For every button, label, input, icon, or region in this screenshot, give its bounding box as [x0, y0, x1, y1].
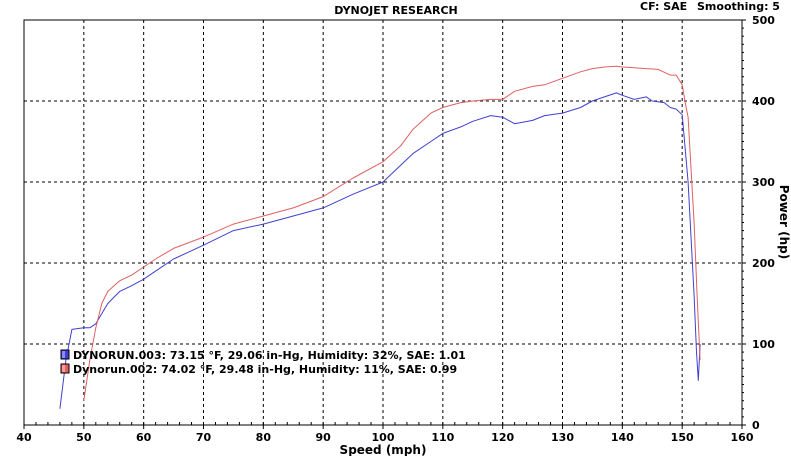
x-tick-label: 140 — [611, 431, 634, 444]
x-tick-label: 160 — [731, 431, 754, 444]
y-tick-label: 0 — [752, 419, 760, 432]
y-tick-label: 400 — [752, 95, 775, 108]
y-tick-label: 300 — [752, 176, 775, 189]
x-tick-label: 60 — [136, 431, 152, 444]
x-tick-label: 50 — [76, 431, 92, 444]
x-tick-label: 100 — [372, 431, 395, 444]
y-tick-label: 200 — [752, 257, 775, 270]
smoothing-label: Smoothing: 5 — [697, 0, 780, 13]
x-tick-label: 120 — [491, 431, 514, 444]
series-line-dynorun-002 — [83, 65, 701, 401]
cf-label: CF: SAE — [640, 0, 687, 13]
x-tick-labels: 40 50 60 70 80 90 100 110 120 130 140 150 160 — [16, 422, 754, 444]
series-line-dynorun-003 — [59, 92, 701, 409]
legend-entry-dynorun-003: DYNORUN.003: 73.15 °F, 29.06 in-Hg, Humi… — [73, 349, 466, 362]
x-tick-label: 70 — [196, 431, 212, 444]
x-tick-label: 130 — [551, 431, 574, 444]
y-tick-label: 500 — [752, 14, 775, 27]
legend-entry-dynorun-002: Dynorun.002: 74.02 °F, 29.48 in-Hg, Humi… — [73, 363, 457, 376]
y-axis-label: Power (hp) — [777, 185, 791, 259]
x-tick-label: 80 — [256, 431, 272, 444]
x-tick-label: 150 — [671, 431, 694, 444]
y-tick-labels: 0 100 200 300 400 500 — [742, 14, 775, 432]
series-layer — [59, 65, 701, 409]
x-axis-label: Speed (mph) — [340, 443, 427, 456]
x-tick-label: 40 — [16, 431, 32, 444]
x-tick-label: 110 — [431, 431, 454, 444]
legend-swatch-red-highlight — [62, 365, 65, 372]
chart-title: DYNOJET RESEARCH — [334, 4, 457, 17]
legend: DYNORUN.003: 73.15 °F, 29.06 in-Hg, Humi… — [60, 349, 466, 376]
legend-swatch-blue-highlight — [62, 351, 65, 358]
y-tick-label: 100 — [752, 338, 775, 351]
x-tick-label: 90 — [316, 431, 332, 444]
